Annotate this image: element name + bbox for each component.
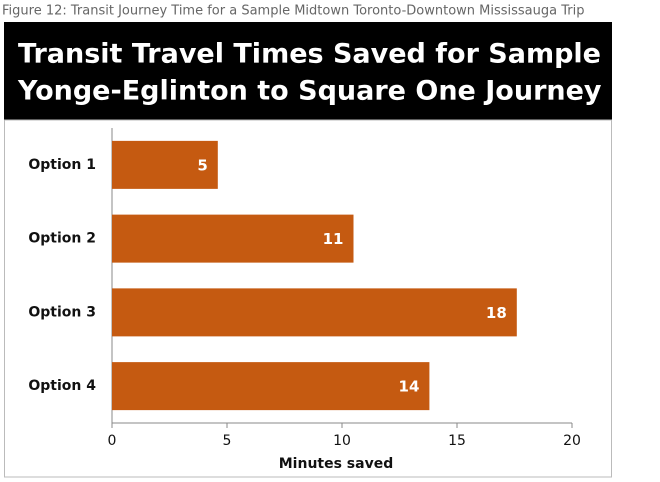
y-tick-label: Option 4 — [28, 378, 96, 394]
bar — [112, 288, 517, 337]
y-tick-label: Option 1 — [28, 157, 96, 173]
x-axis-label: Minutes saved — [279, 456, 393, 472]
x-tick-label: 0 — [108, 433, 117, 449]
y-tick-label: Option 2 — [28, 231, 96, 247]
x-tick-label: 10 — [333, 433, 351, 449]
x-tick-label: 20 — [563, 433, 581, 449]
value-label: 18 — [486, 304, 507, 322]
title-banner — [4, 22, 612, 120]
value-label: 5 — [197, 156, 207, 174]
chart-title: Yonge-Eglinton to Square One Journey — [17, 76, 602, 107]
figure-caption: Figure 12: Transit Journey Time for a Sa… — [2, 4, 584, 19]
x-tick-label: 5 — [223, 433, 232, 449]
chart-title: Transit Travel Times Saved for Sample — [18, 39, 601, 70]
y-tick-label: Option 3 — [28, 304, 96, 320]
x-tick-label: 15 — [448, 433, 466, 449]
value-label: 14 — [399, 378, 420, 396]
value-label: 11 — [323, 230, 344, 248]
bar — [112, 214, 354, 263]
bar — [112, 362, 430, 411]
bar — [112, 140, 218, 189]
plot-frame — [4, 119, 612, 478]
